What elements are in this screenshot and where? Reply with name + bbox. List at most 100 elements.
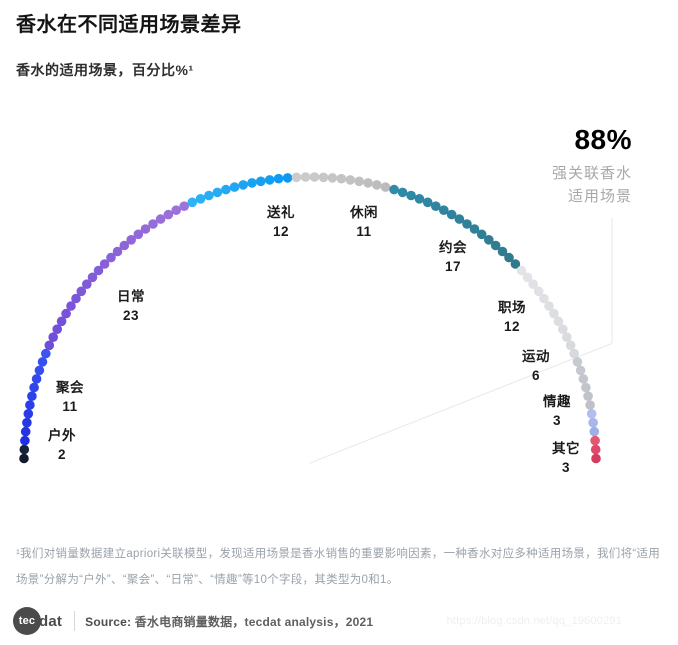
arc-dot-日常 — [76, 286, 87, 297]
arc-dot-聚会 — [22, 417, 32, 428]
arc-dot-职场 — [553, 316, 564, 327]
arc-dot-休闲 — [336, 173, 347, 184]
source-bar: tec dat Source: 香水电商销量数据，tecdat analysis… — [13, 606, 373, 636]
arc-dot-送礼 — [238, 180, 248, 190]
arc-dot-送礼 — [273, 173, 284, 184]
page-title: 香水在不同适用场景差异 — [16, 14, 242, 36]
arc-dot-日常 — [44, 340, 55, 351]
source-text: Source: 香水电商销量数据，tecdat analysis，2021 — [85, 613, 373, 630]
source-divider — [74, 611, 76, 631]
arc-dot-日常 — [179, 201, 189, 211]
arc-dot-户外 — [19, 444, 30, 455]
arc-dot-职场 — [544, 301, 554, 311]
page-subtitle: 香水的适用场景，百分比%¹ — [16, 62, 194, 78]
arc-dot-日常 — [99, 259, 110, 269]
arc-dot-职场 — [516, 265, 527, 276]
arc-dot-情趣 — [588, 417, 598, 428]
arc-dot-职场 — [522, 272, 533, 283]
tecdat-logo-suffix: dat — [39, 612, 63, 630]
arc-dot-职场 — [569, 348, 579, 359]
arc-dot-日常 — [87, 272, 98, 283]
arc-dot-日常 — [133, 229, 144, 240]
arc-dot-约会 — [446, 209, 457, 220]
arc-dot-日常 — [148, 219, 158, 229]
arc-dot-运动 — [575, 365, 586, 376]
arc-dot-聚会 — [20, 435, 30, 446]
arc-dot-其它 — [590, 435, 600, 446]
arc-dot-休闲 — [372, 180, 382, 190]
arc-dot-职场 — [562, 332, 572, 343]
arc-dot-送礼 — [212, 187, 223, 198]
dot-arc-chart — [19, 172, 613, 464]
arc-dot-约会 — [497, 246, 508, 257]
tecdat-logo-circle: tec — [13, 607, 41, 635]
arc-dot-日常 — [82, 279, 92, 290]
key-stat-caption: 强关联香水 适用场景 — [552, 162, 632, 208]
watermark-url: https://blog.csdn.net/qq_19600291 — [446, 615, 622, 627]
arc-dot-运动 — [583, 391, 593, 402]
key-stat-annotation: 88% 强关联香水 适用场景 — [552, 124, 632, 208]
arc-dot-送礼 — [255, 176, 266, 187]
arc-dot-约会 — [462, 219, 472, 229]
arc-dot-约会 — [469, 224, 480, 234]
arc-dot-休闲 — [318, 172, 329, 183]
arc-dot-日常 — [112, 246, 123, 257]
arc-dot-日常 — [155, 214, 166, 224]
arc-dot-约会 — [504, 252, 514, 263]
arc-dot-日常 — [52, 324, 62, 335]
source-body: 香水电商销量数据，tecdat analysis，2021 — [131, 614, 374, 629]
key-stat-caption-line1: 强关联香水 — [551, 165, 632, 182]
arc-dot-休闲 — [327, 173, 338, 183]
arc-dot-日常 — [61, 308, 71, 319]
arc-dot-日常 — [106, 252, 116, 263]
arc-dot-约会 — [431, 201, 441, 211]
arc-dot-运动 — [572, 357, 583, 367]
arc-dot-运动 — [581, 382, 591, 393]
key-stat-caption-line2: 适用场景 — [567, 188, 632, 205]
arc-dot-日常 — [163, 209, 174, 220]
arc-dot-约会 — [439, 205, 449, 215]
arc-dot-送礼 — [282, 173, 293, 183]
footnote: ¹我们对销量数据建立apriori关联模型，发现适用场景是香水销售的重要影响因素… — [16, 548, 661, 586]
arc-dot-休闲 — [354, 176, 365, 187]
arc-dot-户外 — [19, 453, 29, 464]
arc-dot-送礼 — [229, 182, 240, 192]
arc-dot-休闲 — [345, 175, 356, 185]
arc-dot-其它 — [591, 453, 601, 464]
source-label: Source: — [85, 614, 132, 629]
arc-dot-聚会 — [31, 374, 42, 384]
arc-dot-职场 — [565, 340, 576, 351]
arc-dot-职场 — [528, 279, 538, 290]
arc-dot-约会 — [484, 235, 494, 245]
arc-dot-休闲 — [380, 182, 391, 192]
arc-dot-约会 — [397, 187, 408, 198]
arc-dot-运动 — [585, 400, 595, 410]
arc-dot-约会 — [490, 240, 501, 251]
arc-dot-聚会 — [34, 365, 45, 376]
arc-dot-约会 — [414, 194, 425, 204]
arc-dot-休闲 — [363, 178, 373, 188]
arc-dot-送礼 — [221, 184, 231, 195]
arc-dot-约会 — [406, 190, 416, 201]
arc-dot-约会 — [389, 184, 399, 195]
arc-dot-聚会 — [23, 409, 34, 419]
arc-dot-职场 — [533, 286, 544, 297]
arc-dot-运动 — [578, 374, 589, 384]
arc-dot-其它 — [590, 444, 601, 455]
arc-dot-日常 — [171, 205, 181, 215]
tecdat-logo: tec dat — [13, 607, 62, 635]
arc-dot-聚会 — [37, 357, 48, 367]
arc-dot-情趣 — [589, 426, 600, 437]
arc-dot-职场 — [558, 324, 568, 335]
arc-dot-聚会 — [25, 400, 35, 410]
arc-dot-送礼 — [264, 175, 275, 185]
arc-dot-聚会 — [20, 426, 31, 437]
arc-dot-日常 — [66, 301, 76, 311]
arc-dot-休闲 — [309, 172, 320, 182]
arc-dot-约会 — [476, 229, 487, 240]
arc-dot-日常 — [71, 293, 81, 304]
arc-dot-聚会 — [29, 382, 39, 393]
arc-dot-送礼 — [247, 178, 257, 188]
arc-dot-约会 — [422, 197, 433, 208]
